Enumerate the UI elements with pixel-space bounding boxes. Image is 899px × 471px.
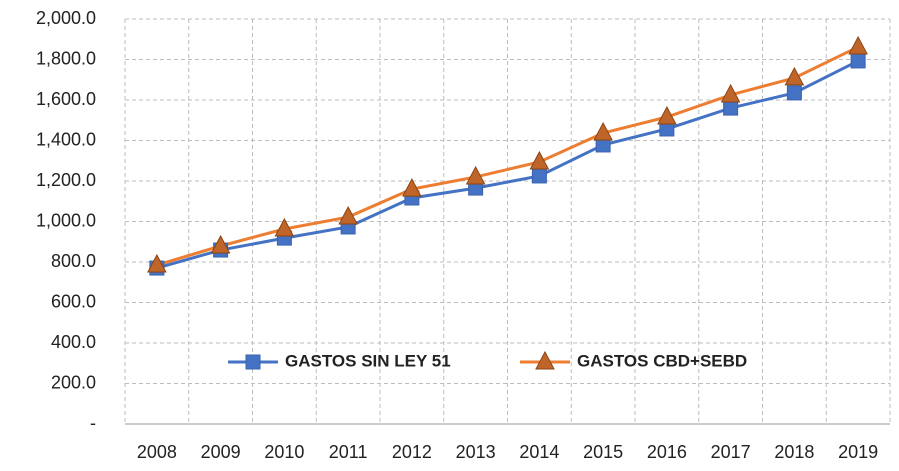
x-tick-label: 2016 <box>647 442 687 462</box>
point-marker <box>657 105 677 125</box>
y-tick-label: 1,800.0 <box>36 48 96 68</box>
y-tick-label: 1,400.0 <box>36 129 96 149</box>
x-tick-label: 2015 <box>583 442 623 462</box>
point-marker <box>784 66 805 86</box>
point-marker <box>465 165 486 185</box>
point-marker <box>210 234 231 254</box>
point-marker <box>723 100 739 116</box>
y-tick-label: 800.0 <box>51 251 96 271</box>
point-marker <box>720 83 741 103</box>
x-tick-label: 2012 <box>392 442 432 462</box>
legend-label: GASTOS SIN LEY 51 <box>285 351 451 370</box>
x-tick-label: 2019 <box>838 442 878 462</box>
x-tick-label: 2014 <box>519 442 559 462</box>
point-marker <box>850 53 866 69</box>
point-marker <box>786 85 802 101</box>
y-tick-label: 1,200.0 <box>36 170 96 190</box>
x-tick-label: 2010 <box>264 442 304 462</box>
y-tick-label: 200.0 <box>51 372 96 392</box>
y-tick-label: 2,000.0 <box>36 8 96 28</box>
x-tick-label: 2013 <box>456 442 496 462</box>
y-tick-label: 1,600.0 <box>36 89 96 109</box>
y-tick-label: 400.0 <box>51 332 96 352</box>
y-tick-label: 600.0 <box>51 291 96 311</box>
y-tick-label: 1,000.0 <box>36 210 96 230</box>
point-marker <box>529 150 550 170</box>
x-tick-label: 2018 <box>774 442 814 462</box>
series-line <box>156 59 859 270</box>
point-marker <box>147 253 167 273</box>
point-marker <box>593 121 613 141</box>
point-marker <box>531 168 547 184</box>
point-marker <box>402 178 422 197</box>
x-tick-label: 2008 <box>137 442 177 462</box>
x-tick-label: 2017 <box>711 442 751 462</box>
legend-label: GASTOS CBD+SEBD <box>577 351 747 370</box>
point-marker <box>848 35 868 55</box>
point-marker <box>338 205 358 225</box>
point-marker <box>274 217 295 237</box>
series-line <box>156 45 859 267</box>
x-tick-label: 2009 <box>201 442 241 462</box>
legend-marker <box>245 354 261 370</box>
y-tick-label: - <box>90 413 96 433</box>
x-tick-label: 2011 <box>329 442 368 462</box>
legend-marker <box>535 350 555 370</box>
